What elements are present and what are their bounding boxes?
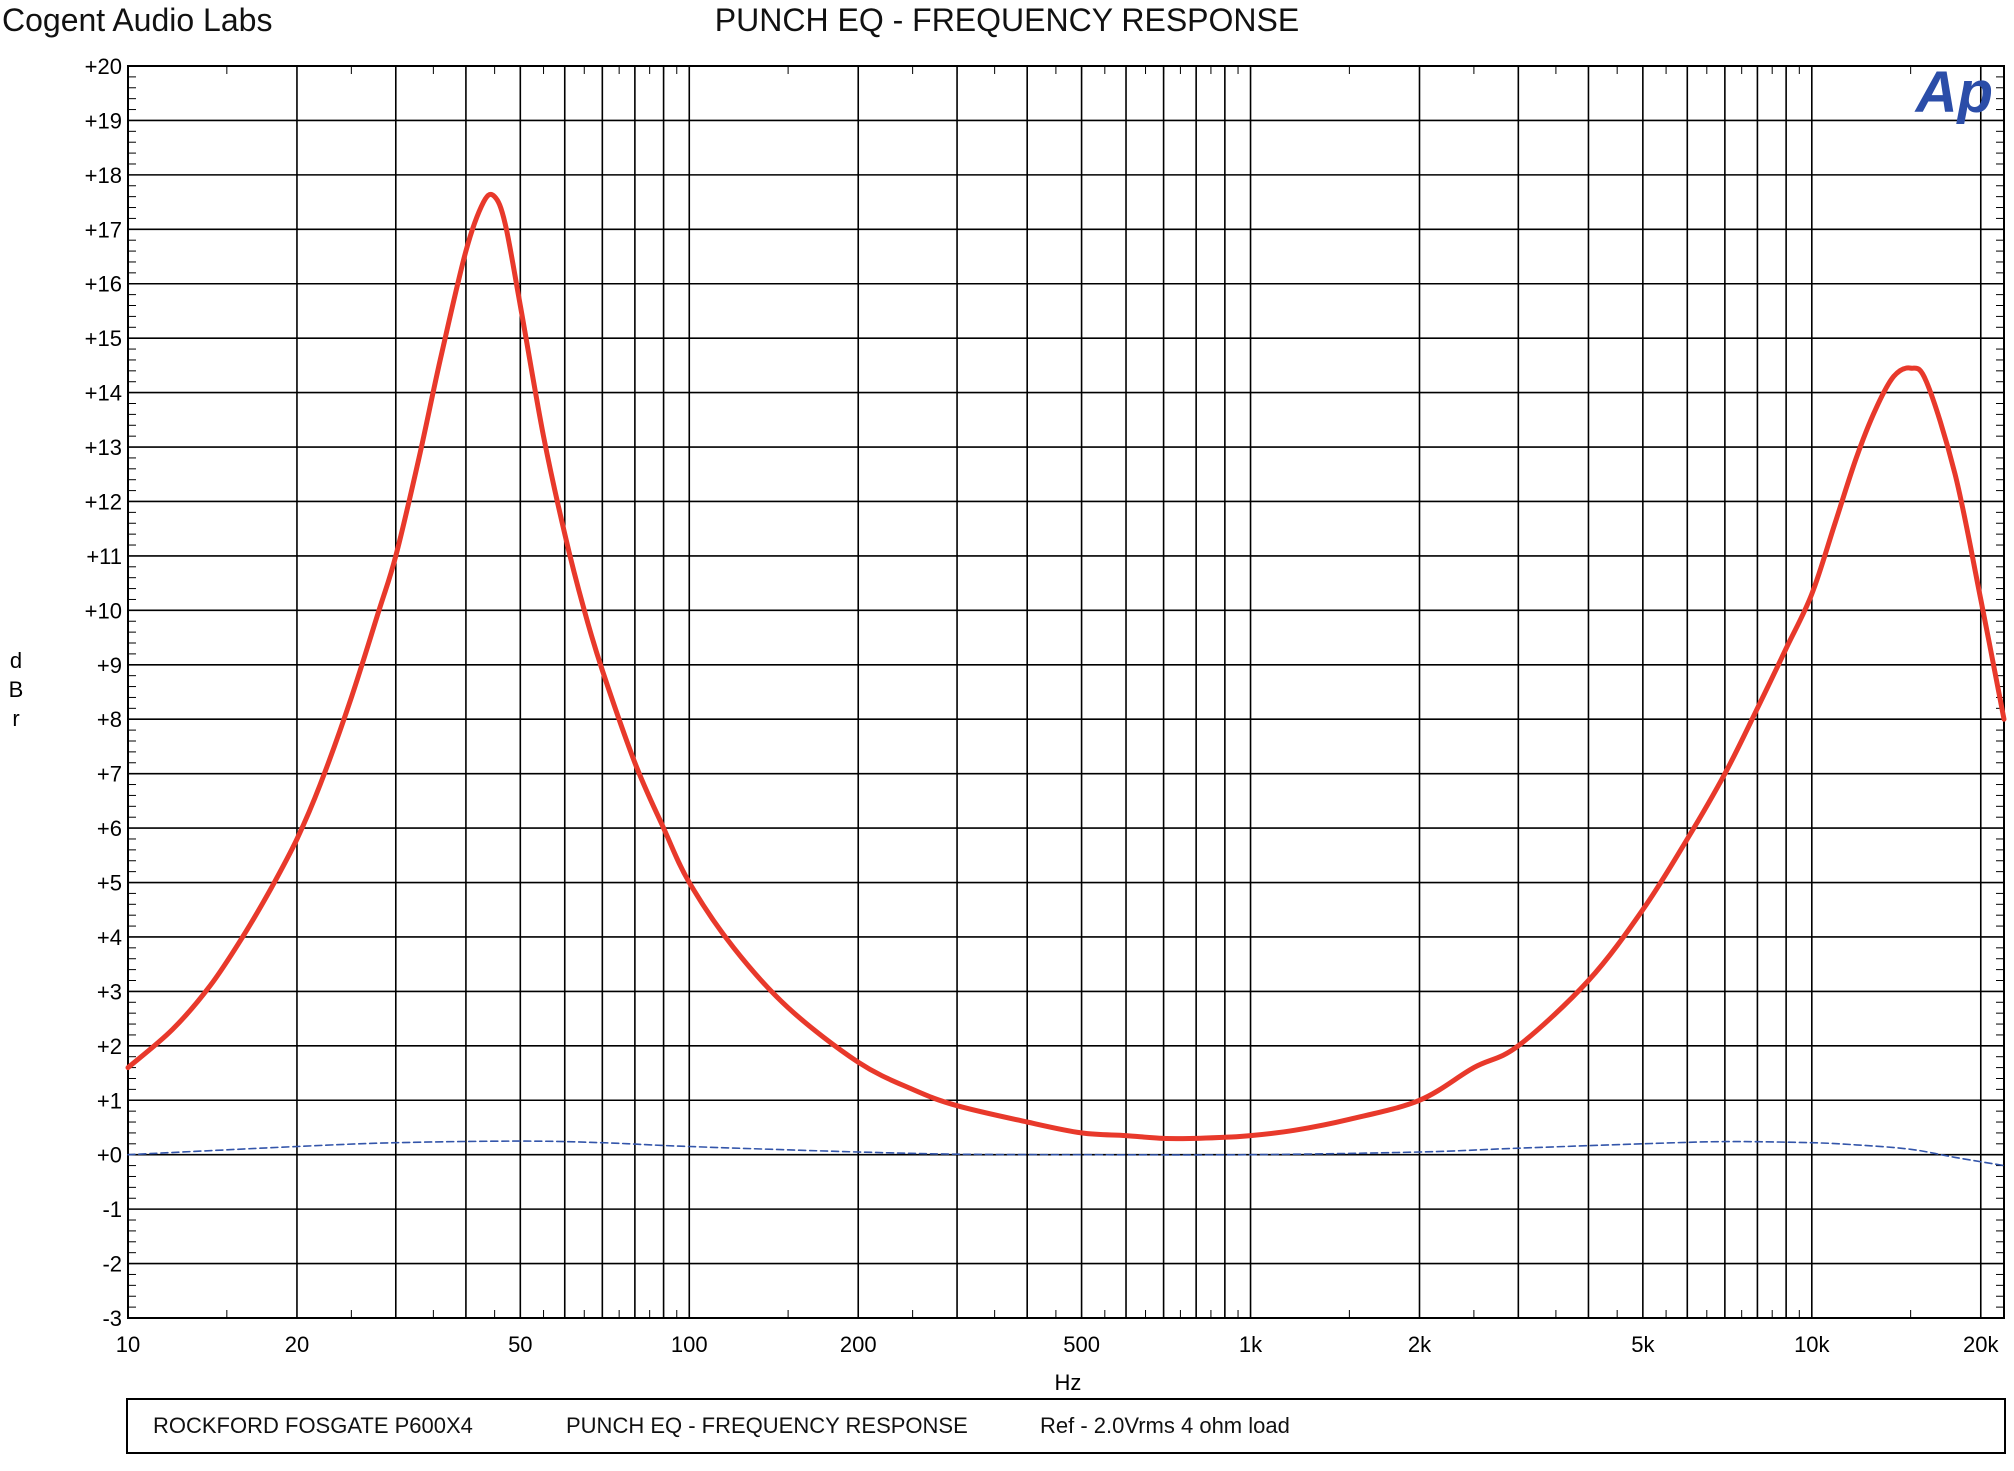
x-tick-label: 10 [116,1332,140,1357]
x-tick-label: 2k [1408,1332,1432,1357]
series-layer [125,191,2007,1167]
company-name: Cogent Audio Labs [2,2,273,38]
y-tick-label: +4 [97,925,122,950]
x-tick-label: 1k [1239,1332,1263,1357]
eq-response-line [125,191,2007,1142]
y-tick-label: +13 [85,435,122,460]
y-tick-label: +18 [85,163,122,188]
y-tick-label: +0 [97,1143,122,1168]
y-tick-label: +17 [85,217,122,242]
grid-lines [127,65,2005,1319]
x-tick-label: 50 [508,1332,532,1357]
chart-title: PUNCH EQ - FREQUENCY RESPONSE [714,2,1300,38]
y-tick-label: +19 [85,108,122,133]
footer-title: PUNCH EQ - FREQUENCY RESPONSE [566,1413,968,1438]
y-tick-label: +6 [97,816,122,841]
y-tick-label: +1 [97,1088,122,1113]
y-tick-label: +12 [85,489,122,514]
tick-labels: +20 +19 +18 +17 +16 +15 +14 +13 +12 +11 +10 +9 +8 +7 +… [9,54,2000,1395]
x-tick-label: 100 [671,1332,708,1357]
x-axis-label: Hz [1055,1370,1082,1395]
x-tick-label: 20 [285,1332,309,1357]
y-tick-label: +9 [97,653,122,678]
y-tick-label: +7 [97,762,122,787]
y-tick-label: +11 [86,544,122,569]
x-tick-label: 5k [1631,1332,1655,1357]
x-tick-label: 500 [1063,1332,1100,1357]
ap-logo: Ap [1914,60,1993,125]
y-tick-label: +20 [85,54,122,79]
y-tick-label: -1 [102,1197,122,1222]
y-tick-label: +8 [97,707,122,732]
x-tick-label: 10k [1794,1332,1830,1357]
flat-response-line [127,1140,2005,1167]
plot-frame [127,65,2005,1319]
x-tick-label: 200 [840,1332,877,1357]
footer-info-box: ROCKFORD FOSGATE P600X4 PUNCH EQ - FREQU… [126,1398,2006,1454]
y-tick-label: +2 [97,1034,122,1059]
y-tick-label: -2 [102,1252,122,1277]
y-tick-label: -3 [102,1306,122,1331]
y-tick-label: +10 [85,598,122,623]
y-tick-label: +14 [85,381,122,406]
x-tick-label: 20k [1963,1332,1999,1357]
y-tick-label: +5 [97,871,122,896]
y-tick-label: +16 [85,272,122,297]
y-tick-label: +15 [85,326,122,351]
y-tick-label: +3 [97,979,122,1004]
footer-model: ROCKFORD FOSGATE P600X4 [153,1413,473,1438]
footer-reference: Ref - 2.0Vrms 4 ohm load [1040,1413,1290,1438]
